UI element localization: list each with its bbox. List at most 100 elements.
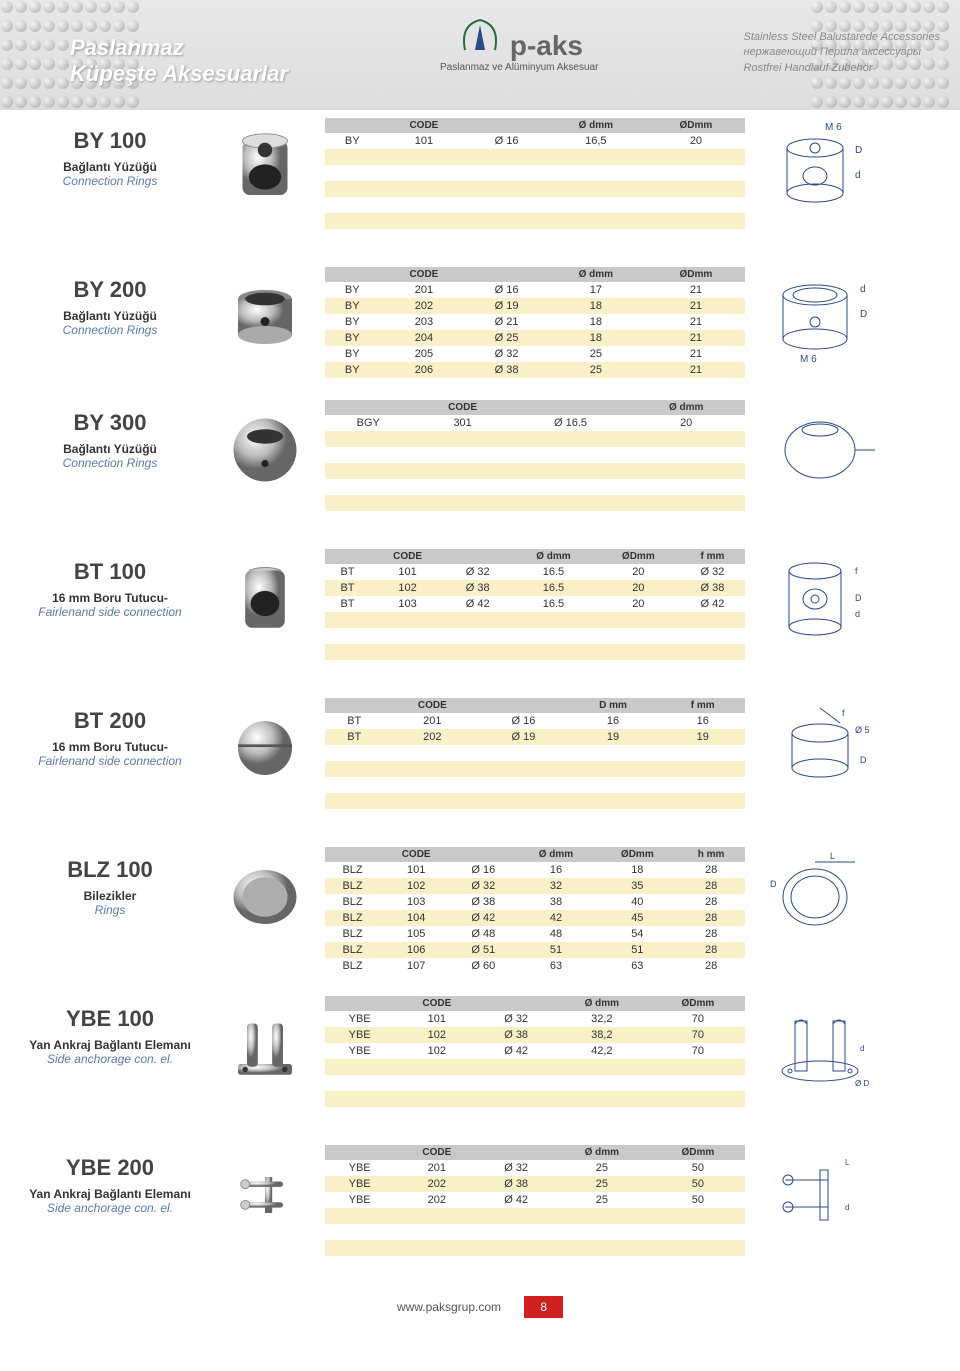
table-cell [468,197,545,213]
table-cell [627,511,745,527]
table-cell: Ø 42 [680,596,745,612]
table-cell [380,197,469,213]
table-header [479,1145,553,1160]
table-row [325,1107,745,1123]
table-header: CODE [412,400,514,415]
product-table: CODEØ dmmØDmmBY101Ø 1616,520 [325,118,745,245]
table-cell [325,1208,394,1224]
svg-text:d: d [855,170,861,181]
product-label: BY 100 Bağlantı Yüzüğü Connection Rings [15,118,205,188]
product-code: YBE 200 [15,1155,205,1181]
table-cell: 20 [597,596,680,612]
table-cell [325,793,383,809]
table-cell: BY [325,346,380,362]
table-cell: 50 [651,1192,745,1208]
table-cell [445,644,510,660]
table-cell [394,1091,479,1107]
table-cell: 18 [545,314,647,330]
table-row: BLZ103Ø 38384028 [325,894,745,910]
table-header [481,698,565,713]
product-image [205,996,325,1096]
table-cell [383,777,481,793]
table-row [325,1240,745,1256]
product-desc: Bağlantı Yüzüğü [15,442,205,456]
table-row: BLZ106Ø 51515128 [325,942,745,958]
table-cell: 40 [597,894,677,910]
product-desc: Bağlantı Yüzüğü [15,309,205,323]
table-cell: 16 [660,713,745,729]
table-cell: BT [325,580,370,596]
table-cell: 201 [394,1160,479,1176]
table-cell [647,197,745,213]
table-cell [566,745,661,761]
table-row [325,1224,745,1240]
table-header: Ø dmm [627,400,745,415]
table-cell [647,229,745,245]
table-cell [445,628,510,644]
table-cell: 103 [370,596,445,612]
table-cell [468,149,545,165]
table-cell: BLZ [325,894,380,910]
table-cell [647,165,745,181]
product-image [205,400,325,500]
table-cell: BLZ [325,862,380,878]
table-cell [325,761,383,777]
table-cell: YBE [325,1176,394,1192]
table-cell: 42,2 [553,1043,651,1059]
product-desc-en: Rings [15,903,205,917]
table-cell: 63 [514,958,597,974]
table-cell: 50 [651,1160,745,1176]
table-header: ØDmm [647,267,745,282]
header-title-2: Küpeşte Aksesuarlar [70,61,288,87]
table-cell: 18 [597,862,677,878]
table-header: CODE [370,549,445,564]
table-header: CODE [383,698,481,713]
table-cell [651,1256,745,1272]
table-cell [553,1059,651,1075]
table-cell: 16 [566,713,661,729]
table-row [325,660,745,676]
table-header [445,549,510,564]
svg-text:Ø D: Ø D [855,1079,869,1088]
table-cell: 48 [514,926,597,942]
table-cell [545,165,647,181]
svg-text:f: f [842,708,845,718]
table-cell: 70 [651,1011,745,1027]
table-cell [394,1240,479,1256]
table-row [325,479,745,495]
table-row: BY206Ø 382521 [325,362,745,378]
product-row: BY 100 Bağlantı Yüzüğü Connection Rings C… [0,110,960,259]
footer-url: www.paksgrup.com [397,1300,501,1314]
table-header: ØDmm [651,1145,745,1160]
table-cell [481,761,565,777]
table-cell [566,761,661,777]
table-cell [325,229,380,245]
table-cell [394,1224,479,1240]
svg-text:D: D [770,879,777,889]
table-cell [651,1075,745,1091]
table-row [325,511,745,527]
product-diagram: fDd [745,549,905,649]
table-cell [566,777,661,793]
brand-logo: p-aks Paslanmaz ve Alüminyum Aksesuar [440,15,598,73]
table-cell [479,1224,553,1240]
table-cell [325,1075,394,1091]
table-cell: 70 [651,1027,745,1043]
table-row: BY203Ø 211821 [325,314,745,330]
table-cell [566,809,661,825]
table-row: YBE101Ø 3232,270 [325,1011,745,1027]
product-diagram: dØ D [745,996,905,1096]
product-desc: Yan Ankraj Bağlantı Elemanı [15,1187,205,1201]
table-cell: BY [325,330,380,346]
table-row [325,1256,745,1272]
table-cell: 203 [380,314,469,330]
product-row: BY 300 Bağlantı Yüzüğü Connection RingsC… [0,392,960,541]
table-cell [370,644,445,660]
table-row: BY101Ø 1616,520 [325,133,745,149]
table-cell: Ø 16 [481,713,565,729]
table-cell: YBE [325,1192,394,1208]
table-cell [394,1208,479,1224]
table-cell: BY [325,282,380,298]
svg-text:D: D [860,309,867,320]
table-row [325,229,745,245]
